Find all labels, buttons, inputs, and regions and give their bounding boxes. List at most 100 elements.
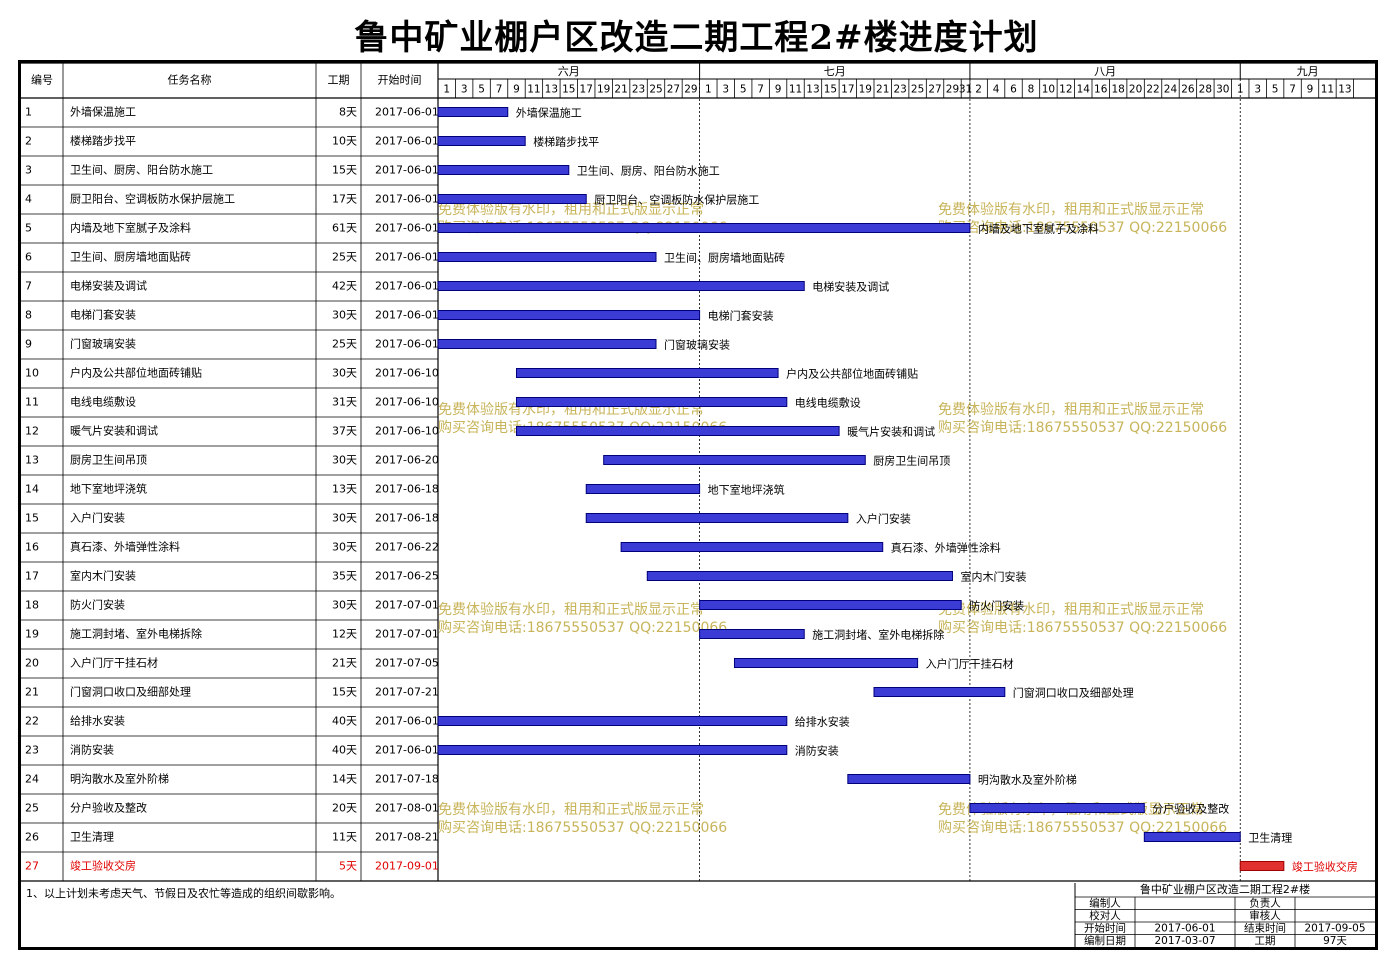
gantt-bar-label: 真石漆、外墙弹性涂料 xyxy=(891,541,1001,555)
day-tick-label: 3 xyxy=(461,84,468,96)
task-start: 2017-06-18 xyxy=(375,512,439,525)
task-start: 2017-09-01 xyxy=(375,860,439,873)
task-no: 11 xyxy=(25,396,39,409)
gantt-bar[interactable] xyxy=(515,368,779,378)
task-name: 卫生间、厨房墙地面贴砖 xyxy=(70,250,191,264)
gantt-bar[interactable] xyxy=(437,107,509,117)
gantt-bar[interactable] xyxy=(603,455,866,465)
day-tick-label: 3 xyxy=(1254,84,1261,96)
gantt-bar-label: 门窗洞口收口及细部处理 xyxy=(1013,686,1134,700)
day-tick-label: 22 xyxy=(1146,84,1159,96)
gantt-bar[interactable] xyxy=(646,571,953,581)
watermark-line1: 免费体验版有水印，租用和正式版显示正常 xyxy=(438,602,704,618)
task-start: 2017-06-18 xyxy=(375,483,439,496)
task-start: 2017-06-01 xyxy=(375,193,439,206)
task-duration: 10天 xyxy=(332,135,357,148)
task-no: 8 xyxy=(25,309,32,322)
task-start: 2017-06-10 xyxy=(375,367,439,380)
day-tick-label: 5 xyxy=(478,84,485,96)
gantt-bar[interactable] xyxy=(437,310,701,320)
gantt-bar[interactable] xyxy=(1239,861,1285,871)
gantt-bar-label: 给排水安装 xyxy=(795,715,850,729)
day-tick-label: 21 xyxy=(614,84,627,96)
task-no: 2 xyxy=(25,135,32,148)
header-duration: 工期 xyxy=(328,74,350,87)
gantt-bar-label: 卫生清理 xyxy=(1248,831,1292,845)
footer-note: 1、以上计划未考虑天气、节假日及农忙等造成的组织间歇影响。 xyxy=(26,886,341,900)
gantt-bar-label: 卫生间、厨房、阳台防水施工 xyxy=(577,164,720,178)
task-no: 4 xyxy=(25,193,32,206)
gantt-bar[interactable] xyxy=(585,513,849,523)
task-name: 电梯门套安装 xyxy=(70,308,136,322)
gantt-bar[interactable] xyxy=(733,658,919,668)
task-no: 22 xyxy=(25,715,39,728)
task-duration: 30天 xyxy=(332,367,357,380)
task-no: 6 xyxy=(25,251,32,264)
task-duration: 8天 xyxy=(339,106,357,119)
gantt-bar[interactable] xyxy=(515,397,788,407)
day-tick-label: 9 xyxy=(513,84,520,96)
task-duration: 42天 xyxy=(332,280,357,293)
task-name: 消防安装 xyxy=(70,743,114,757)
task-start: 2017-06-01 xyxy=(375,309,439,322)
info-date-label: 编制日期 xyxy=(1084,934,1126,947)
task-no: 27 xyxy=(25,860,39,873)
day-tick-label: 10 xyxy=(1042,84,1055,96)
day-tick-label: 1 xyxy=(1237,84,1244,96)
gantt-bar[interactable] xyxy=(1143,832,1241,842)
gantt-bar-label: 室内木门安装 xyxy=(960,570,1026,584)
task-start: 2017-06-01 xyxy=(375,135,439,148)
task-duration: 30天 xyxy=(332,599,357,612)
gantt-bar-label: 厨房卫生间吊顶 xyxy=(873,454,950,468)
gantt-bar[interactable] xyxy=(699,629,805,639)
gantt-bar[interactable] xyxy=(437,194,587,204)
gantt-bar[interactable] xyxy=(437,252,657,262)
gantt-bar-label: 入户门厅干挂石材 xyxy=(926,657,1014,671)
gantt-bar[interactable] xyxy=(620,542,884,552)
day-tick-label: 8 xyxy=(1028,84,1035,96)
page-title: 鲁中矿业棚户区改造二期工程2#楼进度计划 xyxy=(354,18,1039,58)
task-start: 2017-06-01 xyxy=(375,744,439,757)
gantt-bar[interactable] xyxy=(437,716,788,726)
task-start: 2017-06-20 xyxy=(375,454,439,467)
task-duration: 40天 xyxy=(332,715,357,728)
info-start-value: 2017-06-01 xyxy=(1154,922,1215,934)
gantt-bar[interactable] xyxy=(515,426,840,436)
task-name: 入户门厅干挂石材 xyxy=(70,656,158,670)
day-tick-label: 18 xyxy=(1111,84,1124,96)
gantt-bar-label: 施工洞封堵、室外电梯拆除 xyxy=(812,628,944,642)
info-period-value: 97天 xyxy=(1323,935,1347,947)
day-tick-label: 5 xyxy=(740,84,747,96)
task-no: 25 xyxy=(25,802,39,815)
gantt-bar[interactable] xyxy=(437,281,805,291)
gantt-bar[interactable] xyxy=(437,745,788,755)
day-tick-label: 23 xyxy=(893,84,906,96)
task-start: 2017-06-01 xyxy=(375,106,439,119)
month-label: 八月 xyxy=(1094,65,1116,78)
gantt-bar[interactable] xyxy=(699,600,962,610)
info-end-label: 结束时间 xyxy=(1244,921,1286,934)
gantt-bar[interactable] xyxy=(437,165,570,175)
gantt-bar[interactable] xyxy=(437,136,526,146)
day-tick-label: 27 xyxy=(667,84,680,96)
day-tick-label: 15 xyxy=(824,84,837,96)
day-tick-label: 19 xyxy=(597,84,610,96)
task-no: 3 xyxy=(25,164,32,177)
task-no: 10 xyxy=(25,367,39,380)
gantt-bar[interactable] xyxy=(847,774,971,784)
gantt-bar[interactable] xyxy=(585,484,701,494)
day-tick-label: 11 xyxy=(1321,84,1334,96)
day-tick-label: 9 xyxy=(775,84,782,96)
watermark-line1: 免费体验版有水印，租用和正式版显示正常 xyxy=(938,402,1204,418)
gantt-bar[interactable] xyxy=(437,223,971,233)
day-tick-label: 30 xyxy=(1216,84,1229,96)
task-name: 户内及公共部位地面砖铺贴 xyxy=(70,366,202,380)
gantt-bar[interactable] xyxy=(969,803,1145,813)
task-name: 卫生清理 xyxy=(70,830,114,844)
task-no: 18 xyxy=(25,599,39,612)
task-start: 2017-06-01 xyxy=(375,164,439,177)
gantt-bar-label: 门窗玻璃安装 xyxy=(664,338,730,352)
gantt-bar[interactable] xyxy=(437,339,657,349)
gantt-bar[interactable] xyxy=(873,687,1006,697)
